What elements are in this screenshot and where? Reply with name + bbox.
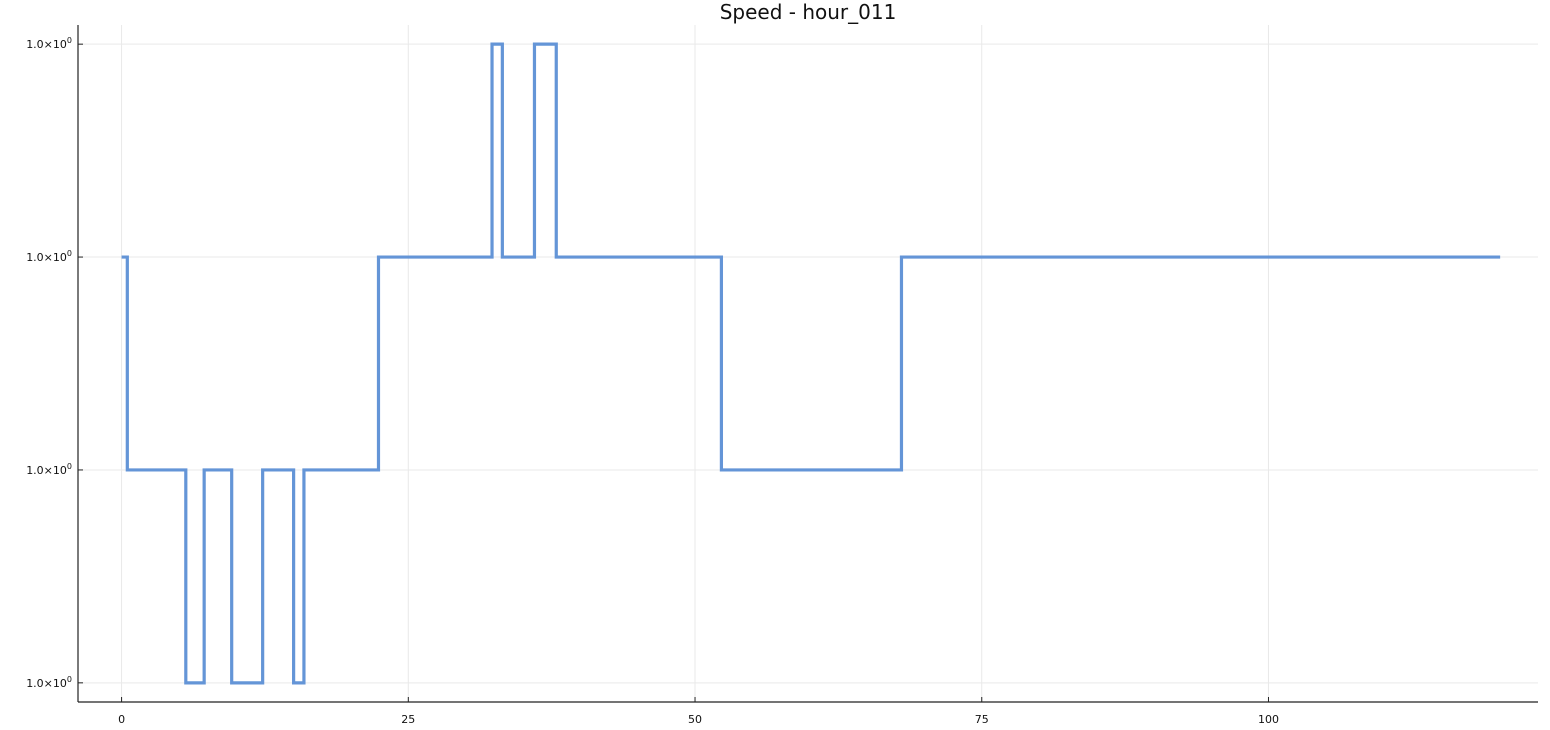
x-tick-label-4: 100 xyxy=(1258,713,1279,726)
ticks-layer: 0 25 50 75 100 1.0×100 1.0×100 1.0×100 1.0×100 xyxy=(26,36,1279,726)
axes-layer xyxy=(77,25,1538,703)
series-layer xyxy=(121,42,1501,685)
x-tick-label-2: 50 xyxy=(688,713,702,726)
x-tick-label-3: 75 xyxy=(975,713,989,726)
x-tick-label-0: 0 xyxy=(118,713,125,726)
y-tick-label-1: 1.0×100 xyxy=(26,462,72,477)
chart-title: Speed - hour_011 xyxy=(720,0,897,24)
grid-layer xyxy=(78,25,1538,702)
x-tick-label-1: 25 xyxy=(401,713,415,726)
y-tick-label-3: 1.0×100 xyxy=(26,36,72,51)
series-line-0 xyxy=(121,42,1501,685)
y-tick-label-2: 1.0×100 xyxy=(26,249,72,264)
y-tick-label-0: 1.0×100 xyxy=(26,675,72,690)
